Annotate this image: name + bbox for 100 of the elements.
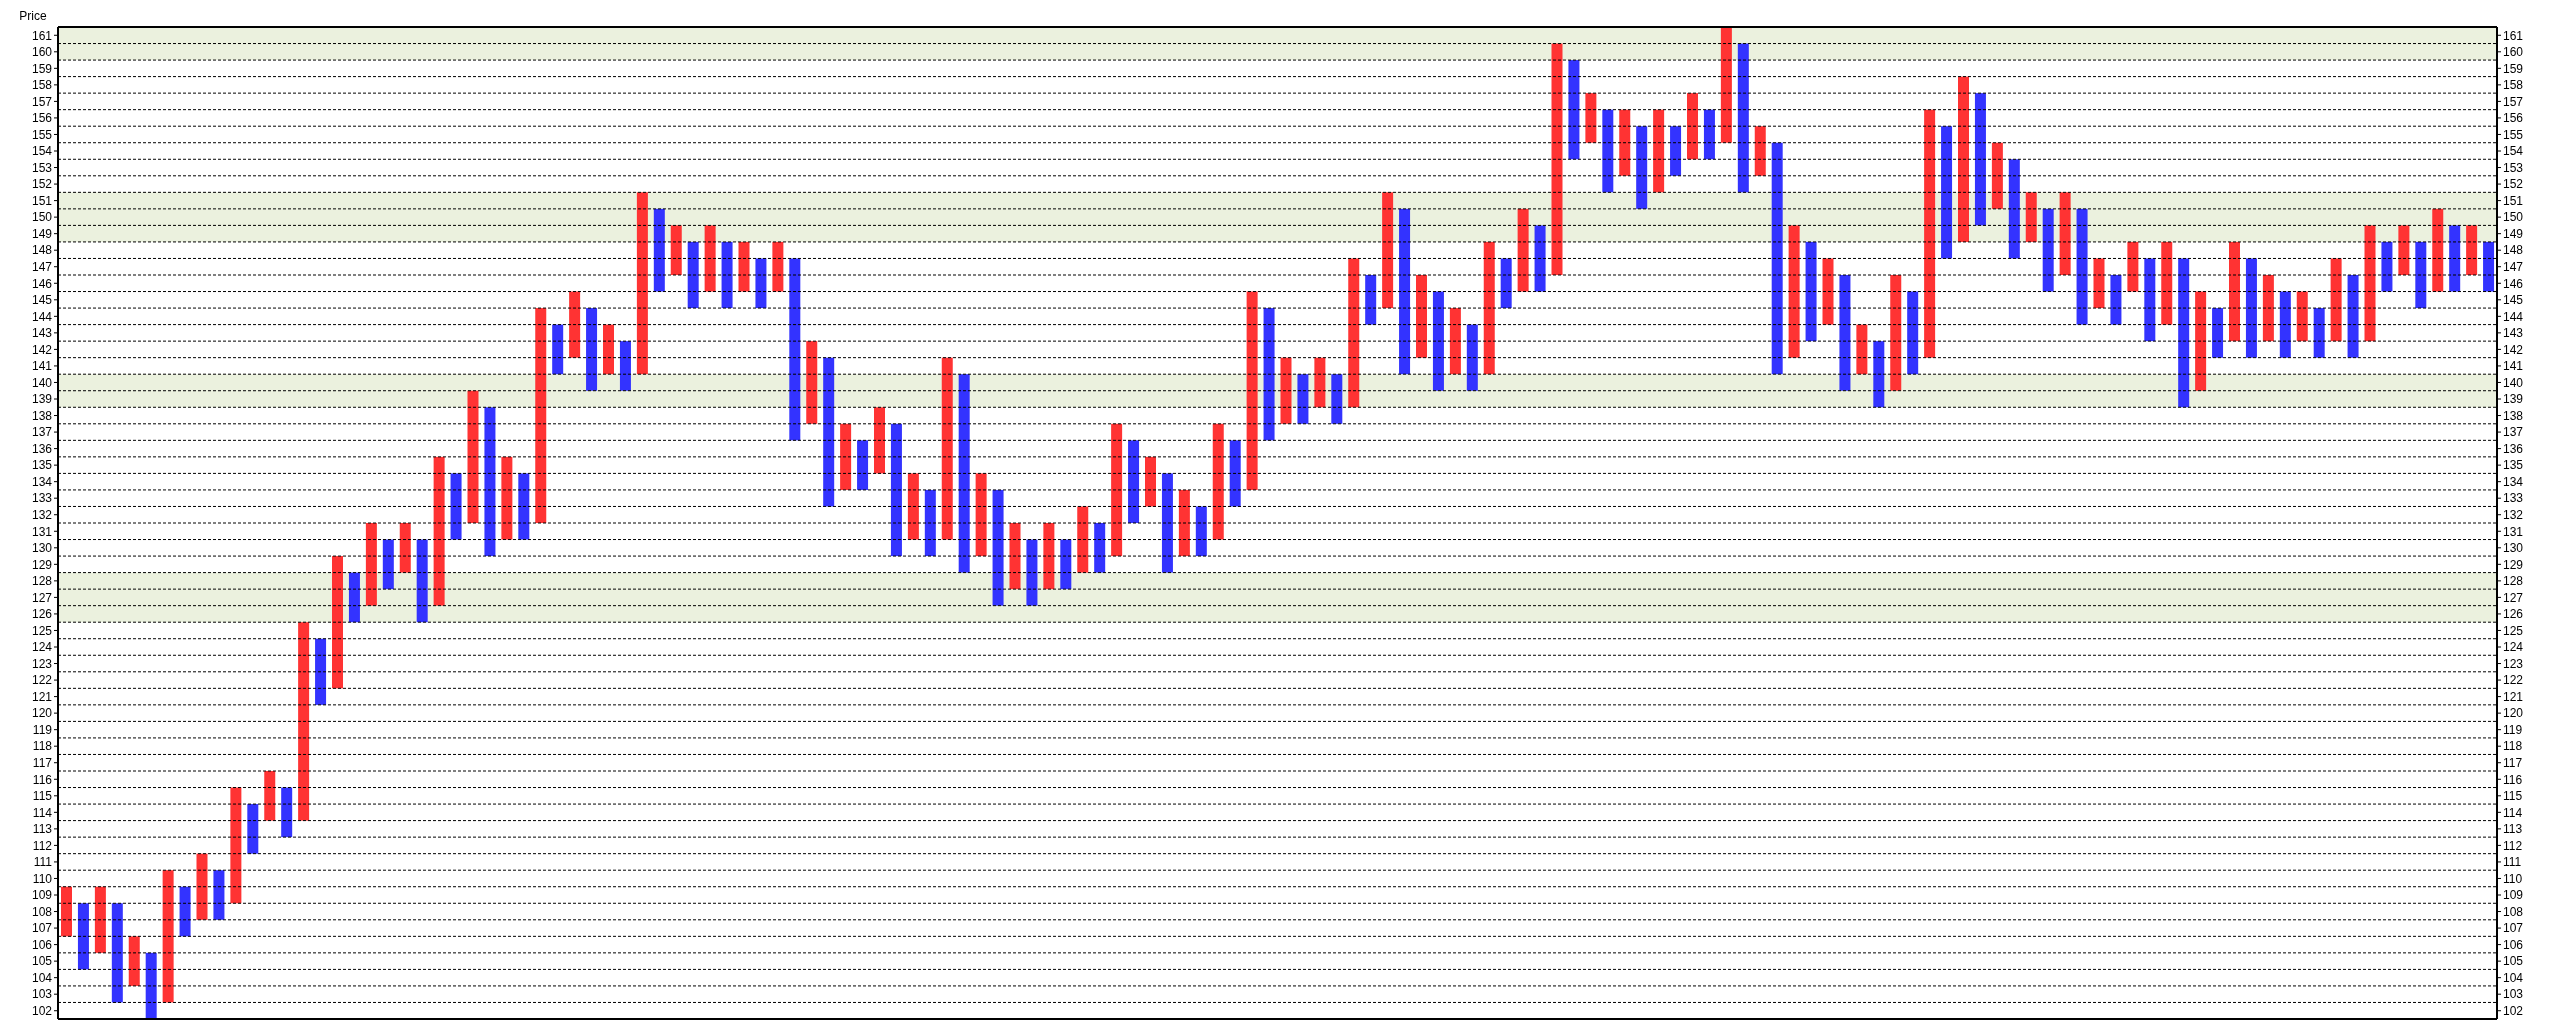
bar xyxy=(501,456,513,540)
bar xyxy=(518,473,530,540)
bar xyxy=(450,473,462,540)
y-tick-label: 130 xyxy=(31,541,53,556)
bar xyxy=(2212,308,2224,358)
bar xyxy=(772,241,784,292)
bar xyxy=(2466,225,2478,275)
y2-tick-label: 131 xyxy=(2503,524,2524,539)
y-tick-label: 104 xyxy=(31,970,53,985)
y2-tick-label: 130 xyxy=(2503,541,2524,556)
y2-tick-label: 148 xyxy=(2503,243,2524,258)
bar xyxy=(399,523,411,573)
y2-tick-label: 128 xyxy=(2503,574,2524,589)
bar xyxy=(569,291,581,358)
y-tick-label: 147 xyxy=(31,259,53,274)
y-tick-label: 109 xyxy=(31,888,53,903)
bar xyxy=(247,804,259,854)
bar xyxy=(1703,109,1715,160)
bar xyxy=(1466,324,1478,391)
bar xyxy=(755,258,767,309)
y-tick-label: 140 xyxy=(31,375,53,390)
y2-tick-label: 110 xyxy=(2503,871,2523,886)
y2-tick-label: 126 xyxy=(2503,607,2524,622)
y-tick-label: 117 xyxy=(32,755,53,770)
bar xyxy=(196,853,208,920)
y2-tick-label: 124 xyxy=(2503,640,2524,655)
bar xyxy=(179,886,191,937)
y-tick-label: 107 xyxy=(31,921,53,936)
y2-tick-label: 120 xyxy=(2503,706,2524,721)
bar xyxy=(1805,241,1817,342)
bar xyxy=(1365,275,1377,325)
y2-tick-label: 119 xyxy=(2503,722,2523,737)
bar xyxy=(1263,308,1275,441)
y-tick-label: 161 xyxy=(31,28,53,43)
bar xyxy=(2296,291,2308,342)
bar xyxy=(2144,258,2156,342)
y-tick-label: 111 xyxy=(33,855,53,870)
bar xyxy=(281,787,293,838)
bar xyxy=(1754,126,1766,176)
y-tick-label: 134 xyxy=(31,474,53,489)
bar xyxy=(806,341,818,424)
bar xyxy=(162,870,174,1003)
bar xyxy=(128,936,140,986)
bar xyxy=(586,308,598,391)
y2-tick-label: 150 xyxy=(2503,210,2524,225)
bar xyxy=(2483,241,2495,292)
bar xyxy=(1991,142,2003,209)
bar xyxy=(2330,258,2342,342)
y-tick-label: 145 xyxy=(31,293,53,308)
bar xyxy=(1517,208,1529,292)
y-tick-label: 121 xyxy=(31,689,53,704)
y2-tick-label: 138 xyxy=(2503,408,2524,423)
bar xyxy=(1974,93,1986,226)
y-tick-label: 158 xyxy=(31,78,53,93)
bar xyxy=(1246,291,1258,490)
y-tick-label: 118 xyxy=(32,739,53,754)
y2-tick-label: 115 xyxy=(2503,789,2523,804)
y2-tick-label: 121 xyxy=(2503,689,2524,704)
bar xyxy=(332,556,343,689)
y2-tick-label: 137 xyxy=(2503,425,2524,440)
bar xyxy=(1670,126,1682,176)
y2-tick-label: 158 xyxy=(2503,78,2524,93)
bar xyxy=(1653,109,1665,193)
bar xyxy=(416,539,428,623)
bar xyxy=(2178,258,2190,408)
y-tick-label: 128 xyxy=(31,574,53,589)
y-tick-label: 159 xyxy=(31,61,53,76)
y2-tick-label: 156 xyxy=(2503,111,2524,126)
y-tick-label: 105 xyxy=(31,954,53,969)
bar xyxy=(2025,192,2037,242)
y-tick-label: 120 xyxy=(31,706,53,721)
y-tick-label: 153 xyxy=(31,160,53,175)
y-tick-label: 157 xyxy=(31,94,53,109)
y-tick-label: 102 xyxy=(31,1003,53,1018)
y2-tick-label: 113 xyxy=(2503,822,2523,837)
y2-tick-label: 117 xyxy=(2503,755,2523,770)
bar xyxy=(264,771,276,821)
bar xyxy=(1771,142,1783,375)
bar xyxy=(348,572,360,623)
bar xyxy=(1449,308,1461,375)
bar xyxy=(1416,275,1427,358)
y2-tick-label: 125 xyxy=(2503,623,2524,638)
y2-tick-label: 133 xyxy=(2503,491,2524,506)
bar xyxy=(2245,258,2257,358)
y2-tick-label: 153 xyxy=(2503,160,2524,175)
bar xyxy=(1924,109,1936,358)
bar xyxy=(874,407,885,474)
bar xyxy=(1314,357,1326,408)
bar xyxy=(704,225,716,292)
bar xyxy=(382,539,394,590)
y2-tick-label: 123 xyxy=(2503,656,2524,671)
y2-tick-label: 155 xyxy=(2503,127,2524,142)
bar xyxy=(1009,523,1021,590)
y-tick-label: 132 xyxy=(31,507,53,522)
y-tick-label: 114 xyxy=(32,805,53,820)
bar xyxy=(315,638,327,705)
y2-tick-label: 106 xyxy=(2503,937,2524,952)
bar xyxy=(857,440,869,490)
y-tick-label: 133 xyxy=(31,491,53,506)
y2-tick-label: 149 xyxy=(2503,226,2524,241)
